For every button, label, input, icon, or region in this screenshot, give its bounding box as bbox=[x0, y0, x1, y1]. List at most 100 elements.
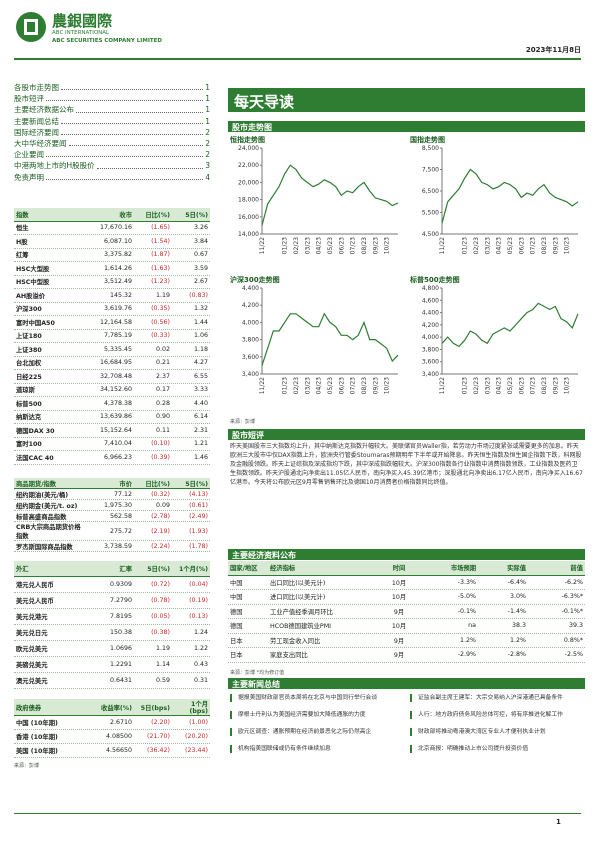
news-item: 摩根士丹利认为美国经济需要加大降低通胀的力度 bbox=[230, 711, 402, 719]
y-tick-label: 3,600 bbox=[242, 354, 259, 361]
table-cell: 美元兑港元 bbox=[16, 614, 48, 621]
table-cell: 3.59 bbox=[193, 264, 208, 272]
table-row: 香港 (10年期) 4.08500 (21.70) (20.20) bbox=[14, 730, 210, 744]
table-header: 国家/地区 经济指标 时间 市场预期 实际值 前值 bbox=[228, 561, 585, 576]
table-cell: 0.02 bbox=[155, 345, 170, 353]
y-tick-label: 16,000 bbox=[238, 214, 259, 221]
table-cell: 1.2291 bbox=[109, 661, 132, 668]
table-cell: 日本 bbox=[230, 637, 243, 645]
table-cell: (23.44) bbox=[185, 747, 208, 754]
table-cell: 9月 bbox=[393, 652, 405, 660]
table-cell: 美元兑人民币 bbox=[16, 598, 54, 605]
y-tick-label: 8,500 bbox=[422, 145, 439, 152]
table-row: 标普500 4,378.38 0.28 4.40 bbox=[14, 397, 210, 411]
x-tick-label: 02/23 bbox=[293, 377, 300, 394]
x-tick-label: 11/22 bbox=[439, 237, 446, 254]
table-cell: 34,152.60 bbox=[99, 386, 132, 394]
table-cell: 77.12 bbox=[113, 490, 132, 498]
table-cell: (0.05) bbox=[151, 613, 170, 620]
table-cell: -2.5% bbox=[564, 651, 583, 659]
table-cell: 纽约期油(美元/桶) bbox=[16, 491, 69, 499]
toc-entry: 中港两地上市的H股股价 3 bbox=[14, 160, 210, 171]
chart-title: 国指走势图 bbox=[410, 135, 445, 144]
table-row: 纳斯达克 13,639.86 0.90 6.14 bbox=[14, 411, 210, 424]
x-tick-label: 03/23 bbox=[304, 237, 311, 254]
y-tick-label: 4,000 bbox=[422, 334, 439, 341]
table-row: HSC中型股 3,512.49 (1.23) 2.67 bbox=[14, 276, 210, 289]
x-tick-label: 03/23 bbox=[304, 377, 311, 394]
toc-title: 免责声明 bbox=[14, 172, 44, 182]
table-cell: 富时中国A50 bbox=[16, 319, 55, 327]
table-cell: (1.87) bbox=[151, 251, 170, 259]
table-row: 罗杰斯国际商品指数 3,738.59 (2.24) (1.78) bbox=[14, 541, 210, 552]
x-tick-label: 02/23 bbox=[293, 237, 300, 254]
table-cell: 13,639.86 bbox=[99, 413, 132, 421]
banner: 每天导读 bbox=[228, 88, 585, 112]
toc-leader bbox=[46, 149, 204, 158]
x-tick-label: 06/23 bbox=[338, 237, 345, 254]
table-row: CRB大宗商品期货价格指数 275.72 (2.19) (1.93) bbox=[14, 522, 210, 541]
news-item: 欧元区调查：通胀预期在经济前景恶化之际仍然高企 bbox=[230, 728, 402, 736]
table-cell: (0.10) bbox=[151, 440, 170, 448]
table-cell: HSC大型股 bbox=[16, 265, 50, 273]
table-row: 上证380 5,335.45 0.02 1.18 bbox=[14, 343, 210, 357]
table-cell: 16,684.95 bbox=[99, 359, 132, 367]
table-cell: (0.56) bbox=[151, 318, 170, 326]
y-tick-label: 4,800 bbox=[422, 285, 439, 292]
table-row: H股 6,087.10 (1.54) 3.84 bbox=[14, 235, 210, 249]
table-cell: 中国 bbox=[230, 594, 243, 602]
toc-title: 大中华经济要闻 bbox=[14, 138, 67, 148]
toc-entry: 各股市走势图 1 bbox=[14, 82, 210, 93]
table-cell: 1.2% bbox=[510, 636, 526, 644]
table-cell: 0.21 bbox=[155, 359, 170, 367]
table-cell: 1.19 bbox=[155, 645, 170, 652]
table-cell: 港元兑人民币 bbox=[16, 582, 54, 589]
table-cell: 145.32 bbox=[109, 291, 132, 299]
table-cell: 1.22 bbox=[193, 645, 208, 652]
table-cell: HCOB德国建筑业PMI bbox=[270, 623, 331, 631]
x-tick-label: 05/23 bbox=[327, 377, 334, 394]
table-cell: (1.00) bbox=[189, 719, 208, 726]
table-cell: 上证180 bbox=[16, 333, 42, 341]
table-cell: 欧元兑美元 bbox=[16, 646, 48, 653]
x-tick-label: 11/22 bbox=[259, 237, 266, 254]
table-cell: 美元兑日元 bbox=[16, 630, 48, 637]
table-cell: 工业产值经季调月环比 bbox=[270, 608, 333, 616]
x-tick-label: 04/23 bbox=[496, 377, 503, 394]
x-tick-label: 11/22 bbox=[259, 377, 266, 394]
table-cell: 中国 bbox=[230, 579, 243, 587]
table-row: 日本 劳工现金收入同比 9月 1.2% 1.2% 0.8%* bbox=[228, 634, 585, 648]
table-cell: (1.54) bbox=[151, 237, 170, 245]
table-cell: (1.78) bbox=[189, 542, 208, 550]
table-cell: 进口同比(以美元计) bbox=[270, 594, 326, 602]
table-cell: (2.20) bbox=[151, 719, 170, 726]
table-cell: 指数 bbox=[16, 211, 29, 219]
y-tick-label: 4,500 bbox=[422, 231, 439, 238]
table-row: 台北加权 16,684.95 0.21 4.27 bbox=[14, 357, 210, 370]
news-item: 据报美国财政部官员本周将在北京与中国同行举行会谈 bbox=[230, 694, 402, 702]
charts: 恒指走势图 14,000 16,000 18,000 20,000 22,000 24,00… bbox=[228, 134, 585, 414]
table-cell: -2.8% bbox=[507, 651, 526, 659]
table-cell: 日比(%) bbox=[145, 480, 170, 488]
toc-entry: 主要新闻总结 1 bbox=[14, 116, 210, 127]
table-cell: (0.61) bbox=[189, 501, 208, 509]
table-cell: 1.44 bbox=[193, 318, 208, 326]
table-cell: 国家/地区 bbox=[230, 565, 258, 573]
table-cell: (0.04) bbox=[189, 581, 208, 588]
table-row: 法国CAC 40 6,966.23 (0.39) 1.46 bbox=[14, 451, 210, 465]
table-cell: 台北加权 bbox=[16, 360, 42, 368]
table-cell: (0.38) bbox=[151, 629, 170, 636]
y-tick-label: 6,500 bbox=[422, 188, 439, 195]
x-tick-label: 06/23 bbox=[518, 377, 525, 394]
line-series bbox=[441, 168, 579, 224]
table-cell: 纳斯达克 bbox=[16, 414, 42, 422]
x-tick-label: 10/23 bbox=[564, 377, 571, 394]
table-cell: 日本 bbox=[230, 652, 243, 660]
table-cell: 英磅兑美元 bbox=[16, 662, 48, 669]
table-header: 商品期货/指数 市价 日比(%) 5日(%) bbox=[14, 478, 210, 489]
toc-leader bbox=[76, 104, 204, 113]
bonds-table: 政府债券 收益率(%) 5日(bps) 1个月(bps) 中国 (10年期) 2.6710… bbox=[14, 699, 210, 758]
table-row: 沪深300 3,619.76 (0.35) 1.32 bbox=[14, 303, 210, 316]
x-tick-label: 10/23 bbox=[384, 377, 391, 394]
